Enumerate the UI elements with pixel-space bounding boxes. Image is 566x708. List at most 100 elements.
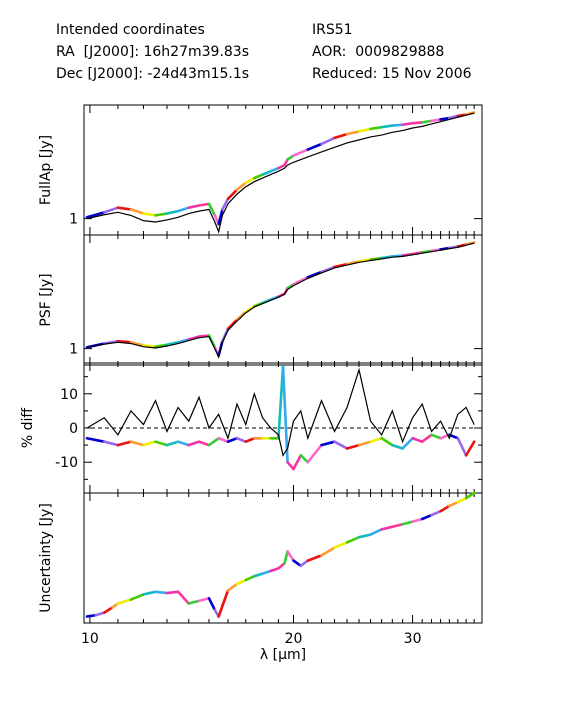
y-axis-label: Uncertainty [Jy] [38, 503, 54, 613]
series-segment-colored [85, 211, 106, 219]
series-segment-colored [357, 127, 372, 133]
series-segment-colored [154, 440, 169, 447]
series-segment-colored [217, 208, 224, 226]
series-segment-colored [369, 528, 383, 536]
series-segment-colored [292, 275, 310, 286]
series-segment-colored [277, 365, 285, 440]
header-right-line3: Reduced: 15 Nov 2006 [312, 66, 472, 82]
series-segment-colored [252, 572, 264, 578]
series-segment-colored [420, 513, 433, 521]
series-segment-colored [411, 436, 424, 443]
series-segment-colored [456, 496, 468, 504]
panel-frame [83, 104, 483, 236]
series-segment-colored [261, 169, 272, 176]
series-segment-colored [102, 440, 120, 447]
series-segment-colored [401, 121, 414, 127]
series-segment-colored [320, 546, 336, 557]
header-right-line2: AOR: 0009829888 [312, 44, 445, 60]
series-segment-colored [277, 561, 286, 570]
series-segment-colored [235, 578, 248, 586]
series-segment-colored [142, 344, 157, 348]
series-segment-colored [283, 550, 289, 565]
series-segment-colored [306, 270, 323, 279]
series-segment-colored [430, 509, 442, 517]
y-tick-label: 10 [60, 387, 78, 403]
series-segment-colored [448, 500, 460, 508]
series-line-black [86, 242, 475, 359]
series-segment-colored [85, 613, 98, 618]
x-tick-label: 10 [81, 631, 99, 647]
series-segment-colored [380, 525, 394, 531]
series-segment-colored [226, 318, 239, 331]
series-segment-colored [430, 248, 442, 253]
series-segment-colored [430, 118, 442, 123]
series-segment-colored [299, 454, 310, 464]
series-segment-colored [411, 121, 424, 125]
series-segment-colored [391, 254, 404, 258]
series-segment-colored [345, 535, 361, 544]
series-segment-colored [129, 593, 145, 601]
series-segment-colored [411, 517, 424, 523]
series-segment-colored [142, 212, 157, 217]
series-segment-colored [320, 136, 336, 146]
series-segment-colored [217, 436, 230, 443]
series-segment-colored [154, 590, 169, 595]
series-segment-colored [207, 436, 220, 447]
series-segment-colored [116, 339, 133, 344]
series-segment-colored [464, 440, 476, 457]
series-segment-colored [357, 533, 372, 539]
series-segment-colored [85, 436, 106, 443]
series-segment-colored [197, 202, 211, 207]
series-segment-colored [129, 208, 145, 215]
series-segment-colored [102, 606, 114, 614]
series-segment-colored [207, 596, 217, 612]
series-segment-colored [299, 559, 310, 568]
series-segment-colored [333, 440, 349, 450]
series-segment-colored [154, 212, 169, 217]
series-segment-colored [176, 206, 191, 213]
series-segment-colored [187, 335, 201, 341]
series-segment-colored [464, 241, 476, 246]
series-segment-colored [244, 574, 256, 582]
series-segment-colored [369, 436, 383, 443]
series-segment-colored [420, 433, 433, 443]
header-left-line2: RA [J2000]: 16h27m39.83s [56, 44, 249, 60]
series-segment-colored [464, 111, 476, 116]
series-segment-colored [464, 491, 476, 500]
series-segment-colored [333, 541, 349, 549]
panel-frame [83, 234, 483, 366]
series-segment-colored [116, 598, 133, 605]
panel-frame [83, 492, 483, 624]
series-segment-colored [306, 142, 323, 151]
series-segment-colored [411, 251, 424, 256]
series-segment-colored [401, 520, 414, 526]
series-segment-colored [165, 440, 180, 447]
series-segment-colored [439, 116, 451, 121]
series-segment-colored [306, 554, 323, 562]
series-segment-colored [269, 166, 280, 173]
series-segment-colored [187, 440, 201, 447]
series-segment-colored [165, 590, 180, 595]
series-segment-colored [154, 343, 169, 348]
series-segment-colored [320, 265, 336, 274]
series-segment-colored [235, 310, 248, 322]
series-segment-colored [176, 338, 191, 344]
series-segment-colored [142, 440, 157, 447]
x-tick-label: 30 [404, 631, 422, 647]
series-segment-colored [306, 443, 323, 464]
series-segment-colored [357, 258, 372, 263]
series-segment-colored [207, 202, 217, 217]
header-left-line3: Dec [J2000]: -24d43m15.1s [56, 66, 250, 82]
series-segment-colored [320, 440, 336, 447]
series-segment-colored [226, 188, 239, 201]
series-segment-colored [226, 582, 239, 592]
header-right-line1: IRS51 [312, 22, 353, 38]
series-segment-colored [142, 590, 157, 596]
series-segment-colored [292, 559, 303, 568]
series-segment-colored [380, 124, 394, 129]
series-segment-colored [197, 440, 211, 447]
series-segment-colored [345, 130, 361, 136]
series-segment-colored [345, 260, 361, 266]
series-segment-colored [391, 123, 404, 127]
